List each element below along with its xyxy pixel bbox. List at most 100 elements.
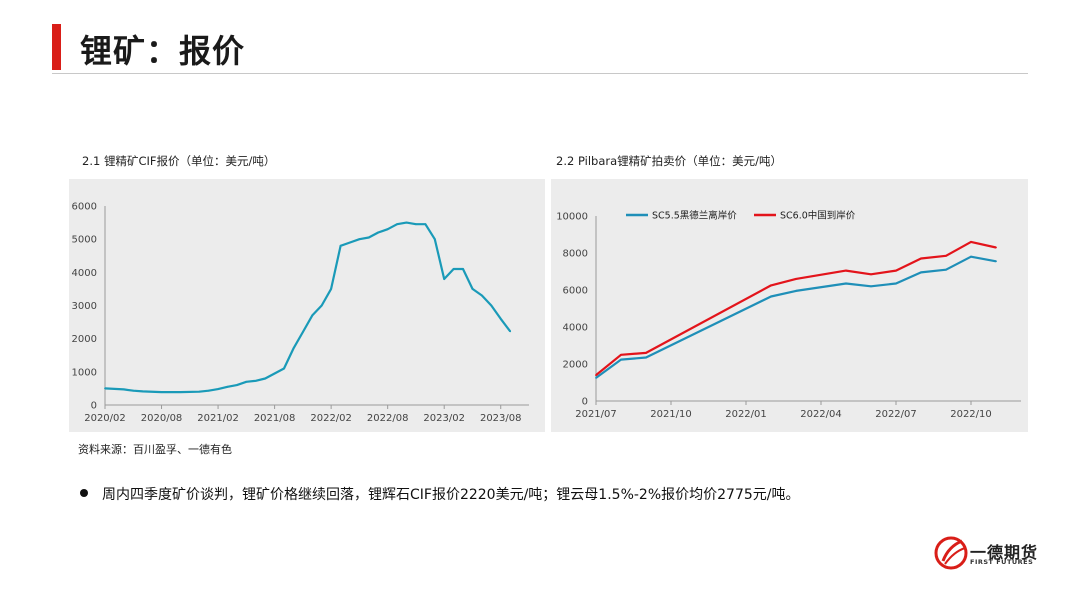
chart-panel-pilbara: 0 2000 4000 6000 8000 10000 2021/07 2021/10 2022… bbox=[551, 179, 1028, 432]
summary-bullet: 周内四季度矿价谈判，锂矿价格继续回落，锂辉石CIF报价2220美元/吨；锂云母1… bbox=[80, 484, 799, 504]
data-point bbox=[207, 389, 210, 392]
data-point bbox=[995, 246, 997, 249]
data-point bbox=[254, 379, 257, 382]
data-point bbox=[405, 221, 408, 224]
data-point bbox=[283, 367, 285, 370]
data-point bbox=[895, 282, 897, 285]
data-point bbox=[970, 255, 972, 258]
bullet-dot-icon bbox=[80, 489, 88, 497]
x-tick-label: 2020/02 bbox=[84, 413, 126, 424]
y-tick-label: 4000 bbox=[72, 268, 97, 279]
data-point bbox=[845, 282, 847, 285]
data-point bbox=[945, 254, 947, 257]
title-divider bbox=[52, 73, 1028, 74]
first-futures-logo-icon bbox=[934, 536, 968, 570]
x-tick-label: 2021/08 bbox=[254, 413, 296, 424]
data-point bbox=[795, 290, 797, 292]
x-tick-label: 2023/08 bbox=[480, 413, 522, 424]
data-point bbox=[452, 268, 455, 270]
chart-caption-pilbara: 2.2 Pilbara锂精矿拍卖价（单位：美元/吨） bbox=[556, 154, 783, 168]
data-point bbox=[770, 284, 772, 287]
y-tick-label: 2000 bbox=[563, 360, 588, 371]
y-tick-label: 6000 bbox=[563, 286, 588, 297]
series-line-1 bbox=[595, 255, 997, 379]
data-point bbox=[443, 278, 446, 280]
data-point bbox=[273, 372, 276, 375]
data-point bbox=[895, 269, 897, 272]
data-point bbox=[471, 288, 474, 290]
data-point bbox=[645, 356, 647, 359]
x-tick-label: 2021/02 bbox=[197, 413, 239, 424]
data-point bbox=[795, 278, 797, 280]
y-tick-label: 0 bbox=[91, 401, 97, 412]
data-point bbox=[358, 238, 361, 241]
data-point bbox=[433, 238, 436, 241]
company-logo: 一德期货 FIRST FUTURES bbox=[934, 533, 1044, 573]
chart-cif-svg: 0 1000 2000 3000 4000 5000 6000 2020/02 2020/08 2… bbox=[72, 202, 529, 424]
summary-text: 周内四季度矿价谈判，锂矿价格继续回落，锂辉石CIF报价2220美元/吨；锂云母1… bbox=[102, 487, 800, 503]
chart-panel-cif: 0 1000 2000 3000 4000 5000 6000 2020/02 2020/08 2… bbox=[69, 179, 545, 432]
logo-text-en: FIRST FUTURES bbox=[970, 558, 1034, 566]
x-tick-label: 2020/08 bbox=[141, 413, 183, 424]
data-point bbox=[292, 347, 295, 350]
data-point bbox=[424, 223, 427, 226]
page-title: 锂矿：报价 bbox=[80, 32, 246, 70]
data-point bbox=[245, 380, 248, 383]
data-point bbox=[311, 314, 314, 317]
data-point bbox=[462, 268, 464, 270]
data-point bbox=[226, 385, 229, 388]
y-tick-label: 5000 bbox=[72, 235, 97, 246]
data-point bbox=[160, 391, 163, 393]
data-point bbox=[595, 377, 597, 379]
data-point bbox=[945, 268, 947, 271]
x-tick-label: 2022/01 bbox=[725, 409, 767, 420]
data-point bbox=[920, 271, 922, 274]
data-point bbox=[995, 260, 997, 263]
data-point bbox=[920, 257, 922, 260]
data-point bbox=[122, 388, 125, 391]
data-point bbox=[770, 295, 772, 298]
data-point bbox=[132, 389, 135, 392]
data-point bbox=[845, 269, 847, 272]
logo-text-cn: 一德期货 bbox=[970, 543, 1039, 562]
y-tick-label: 3000 bbox=[72, 301, 97, 312]
data-point bbox=[330, 288, 332, 290]
data-point bbox=[264, 377, 267, 380]
y-tick-label: 8000 bbox=[563, 249, 588, 260]
x-tick-label: 2021/10 bbox=[650, 409, 692, 420]
x-tick-label: 2022/08 bbox=[367, 413, 409, 424]
data-point bbox=[339, 244, 342, 247]
x-tick-label: 2023/02 bbox=[423, 413, 465, 424]
data-point bbox=[620, 358, 622, 361]
data-point bbox=[645, 352, 647, 354]
title-accent-bar bbox=[52, 24, 61, 70]
data-point bbox=[367, 236, 370, 239]
data-point bbox=[870, 285, 872, 288]
data-point bbox=[141, 390, 144, 393]
data-point bbox=[236, 384, 238, 386]
x-tick-label: 2022/07 bbox=[875, 409, 917, 420]
data-point bbox=[179, 391, 182, 393]
y-tick-label: 4000 bbox=[563, 323, 588, 334]
legend-label-1: SC5.5黑德兰离岸价 bbox=[652, 210, 737, 222]
data-point bbox=[970, 241, 972, 243]
data-point bbox=[481, 294, 483, 297]
data-point bbox=[198, 390, 201, 393]
data-point bbox=[320, 304, 323, 307]
x-tick-label: 2022/02 bbox=[310, 413, 352, 424]
x-tick-label: 2022/04 bbox=[800, 409, 842, 420]
series-line-2 bbox=[595, 240, 997, 376]
data-point bbox=[386, 228, 389, 231]
series-line-1 bbox=[104, 221, 512, 394]
source-note: 资料来源：百川盈孚、一德有色 bbox=[78, 443, 232, 456]
data-point bbox=[490, 304, 493, 307]
chart-caption-cif: 2.1 锂精矿CIF报价（单位：美元/吨） bbox=[82, 154, 276, 168]
y-tick-label: 10000 bbox=[556, 212, 588, 223]
legend-label-2: SC6.0中国到岸价 bbox=[780, 210, 856, 222]
x-tick-label: 2022/10 bbox=[950, 409, 992, 420]
data-point bbox=[104, 387, 106, 390]
y-tick-label: 6000 bbox=[72, 202, 97, 213]
data-point bbox=[217, 388, 220, 390]
y-tick-label: 0 bbox=[582, 397, 588, 408]
data-point bbox=[415, 223, 417, 226]
